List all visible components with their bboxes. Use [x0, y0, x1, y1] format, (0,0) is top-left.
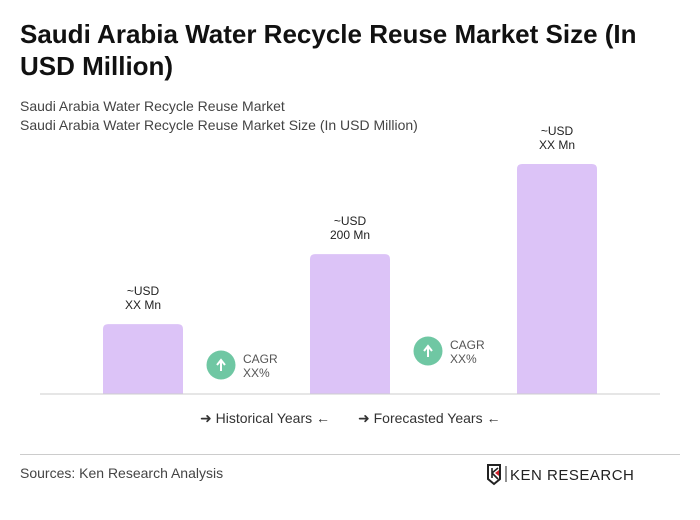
page-title: Saudi Arabia Water Recycle Reuse Market …: [20, 19, 637, 81]
bar: [103, 324, 183, 394]
divider: [20, 454, 680, 455]
data-label: ~USD: [541, 124, 574, 138]
cagr-label: CAGR: [243, 352, 278, 366]
data-label: ~USD: [334, 214, 367, 228]
cagr-value: XX%: [243, 366, 270, 380]
bar: [310, 254, 390, 394]
arrow-right-icon: ➜: [358, 410, 370, 426]
legend-forecasted: ➜ Forecasted Years ←: [358, 410, 500, 427]
data-label: ~USD: [127, 284, 160, 298]
arrow-left-icon: ←: [486, 410, 501, 426]
cagr-label: CAGR: [450, 338, 485, 352]
svg-text:KEN RESEARCH: KEN RESEARCH: [510, 467, 634, 484]
legend-label: Forecasted Years: [373, 410, 483, 426]
arrow-up-icon: [216, 358, 226, 371]
sources: Sources: Ken Research Analysis: [20, 465, 224, 481]
arrow-left-icon: ←: [316, 410, 331, 426]
cagr-value: XX%: [450, 352, 477, 366]
ken-research-logo: KEN RESEARCH: [486, 463, 656, 492]
data-label: XX Mn: [539, 138, 575, 152]
data-label: 200 Mn: [330, 228, 370, 242]
data-label: XX Mn: [125, 298, 161, 312]
bar: [517, 164, 597, 394]
legend-historical: ➜ Historical Years ←: [200, 410, 330, 427]
legend-label: Historical Years: [215, 410, 313, 426]
subtitle: Saudi Arabia Water Recycle Reuse Market: [20, 98, 285, 114]
subtitle-2: Saudi Arabia Water Recycle Reuse Market …: [20, 117, 418, 133]
arrow-right-icon: ➜: [200, 410, 212, 426]
arrow-up-icon: [423, 344, 433, 357]
